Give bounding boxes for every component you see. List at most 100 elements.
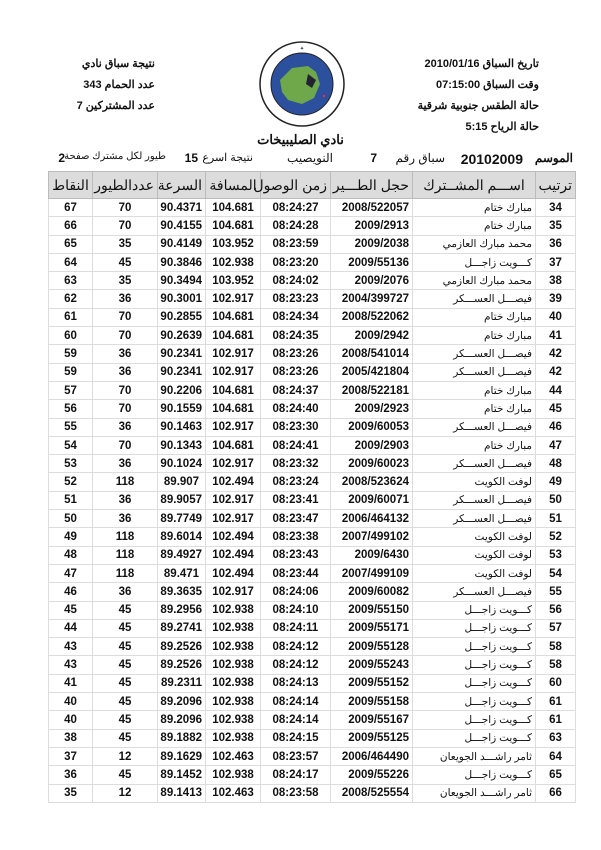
cell-bird-count: 36 [92, 289, 158, 309]
cell-points: 50 [48, 509, 93, 529]
wind: حالة الرياح 5:15 [465, 121, 539, 133]
table-row: 61 كـــويت زاجـــل 2009/55167 08:24:14 102.9… [48, 710, 576, 730]
cell-distance: 103.952 [205, 234, 261, 254]
cell-participant-name: لوفت الكويت [412, 527, 536, 547]
cell-bird-count: 118 [92, 472, 158, 492]
table-row: 47 مبارك ختام 2009/2903 08:24:41 104.681 90.1… [48, 435, 576, 456]
cell-speed: 89.9057 [157, 490, 206, 511]
participant-count: عدد المشتركين 7 [76, 100, 155, 112]
cell-arrival-time: 08:24:37 [260, 380, 331, 401]
cell-arrival-time: 08:24:28 [260, 216, 331, 236]
table-row: 66 ثامر راشـــد الجويعان 2008/525554 08:23:… [48, 783, 576, 803]
cell-participant-name: فيصـــل العســـكر [412, 582, 536, 602]
cell-participant-name: مبارك ختام [412, 435, 536, 456]
cell-arrival-time: 08:24:06 [260, 582, 331, 602]
table-row: 48 فيصـــل العســـكر 2009/60023 08:23:32 102… [48, 454, 576, 474]
cell-rank: 51 [535, 509, 576, 529]
cell-bird-count: 35 [92, 271, 158, 291]
cell-distance: 103.952 [205, 271, 261, 291]
cell-ring-number: 2007/499109 [330, 563, 413, 584]
cell-bird-count: 118 [92, 545, 158, 565]
cell-speed: 90.4371 [157, 197, 206, 218]
race-summary: نتيجة سباق نادي عدد الحمام 343 عدد المشت… [76, 54, 155, 117]
table-row: 49 لوفت الكويت 2008/523624 08:23:24 102.494 8… [48, 472, 576, 492]
cell-bird-count: 70 [92, 216, 158, 236]
table-row: 51 فيصـــل العســـكر 2006/464132 08:23:47 10… [48, 509, 576, 529]
cell-points: 66 [48, 216, 93, 236]
cell-participant-name: فيصـــل العســـكر [412, 454, 536, 474]
cell-bird-count: 70 [92, 380, 158, 401]
cell-speed: 90.3494 [157, 271, 206, 291]
cell-arrival-time: 08:23:26 [260, 362, 331, 382]
cell-rank: 44 [535, 380, 576, 401]
cell-distance: 102.938 [205, 637, 261, 657]
cell-distance: 102.494 [205, 527, 261, 547]
cell-speed: 90.3846 [157, 252, 206, 273]
cell-rank: 56 [535, 600, 576, 620]
cell-ring-number: 2009/55128 [330, 637, 413, 657]
cell-speed: 89.1413 [157, 783, 206, 803]
cell-arrival-time: 08:23:24 [260, 472, 331, 492]
cell-participant-name: كـــويت زاجـــل [412, 728, 536, 748]
cell-participant-name: فيصـــل العســـكر [412, 289, 536, 309]
cell-rank: 36 [535, 234, 576, 254]
cell-arrival-time: 08:24:14 [260, 692, 331, 712]
table-row: 52 لوفت الكويت 2007/499102 08:23:38 102.494 8… [48, 527, 576, 547]
cell-arrival-time: 08:24:27 [260, 197, 331, 218]
header-ring-number: حجل الطـــير [330, 171, 413, 199]
cell-ring-number: 2009/2913 [330, 216, 413, 236]
cell-participant-name: كـــويت زاجـــل [412, 600, 536, 620]
cell-arrival-time: 08:23:30 [260, 417, 331, 437]
location: النويصيب [287, 151, 333, 165]
weather: حالة الطقس جنوبية شرقية [417, 100, 539, 112]
cell-rank: 58 [535, 637, 576, 657]
cell-participant-name: فيصـــل العســـكر [412, 362, 536, 382]
table-row: 53 لوفت الكويت 2009/6430 08:23:43 102.494 89.… [48, 545, 576, 565]
cell-ring-number: 2009/55125 [330, 728, 413, 748]
race-time: وقت السباق 07:15:00 [436, 79, 539, 91]
cell-distance: 102.917 [205, 289, 261, 309]
cell-ring-number: 2008/522062 [330, 307, 413, 328]
cell-rank: 37 [535, 252, 576, 273]
cell-speed: 90.2206 [157, 380, 206, 401]
cell-speed: 89.2096 [157, 692, 206, 712]
cell-arrival-time: 08:23:47 [260, 509, 331, 529]
cell-participant-name: فيصـــل العســـكر [412, 490, 536, 511]
cell-bird-count: 36 [92, 582, 158, 602]
cell-rank: 61 [535, 692, 576, 712]
race-number: 7 [370, 151, 377, 165]
cell-points: 48 [48, 545, 93, 565]
table-row: 40 مبارك ختام 2008/522062 08:24:34 104.681 90… [48, 307, 576, 328]
cell-arrival-time: 08:23:59 [260, 234, 331, 254]
cell-ring-number: 2008/523624 [330, 472, 413, 492]
cell-speed: 90.2639 [157, 326, 206, 346]
per-participant-label: طيور لكل مشترك صفحة [64, 151, 166, 162]
race-number-label: سباق رقم [395, 151, 446, 165]
cell-speed: 89.1629 [157, 746, 206, 767]
cell-distance: 104.681 [205, 399, 261, 419]
cell-speed: 89.2096 [157, 710, 206, 730]
cell-ring-number: 2009/55167 [330, 710, 413, 730]
cell-arrival-time: 08:23:23 [260, 289, 331, 309]
cell-distance: 102.938 [205, 600, 261, 620]
cell-bird-count: 36 [92, 490, 158, 511]
cell-rank: 41 [535, 326, 576, 346]
cell-arrival-time: 08:24:34 [260, 307, 331, 328]
cell-rank: 57 [535, 618, 576, 639]
cell-arrival-time: 08:23:57 [260, 746, 331, 767]
cell-ring-number: 2009/55226 [330, 765, 413, 785]
cell-bird-count: 45 [92, 692, 158, 712]
cell-bird-count: 70 [92, 435, 158, 456]
cell-rank: 45 [535, 399, 576, 419]
cell-distance: 102.917 [205, 509, 261, 529]
cell-speed: 89.6014 [157, 527, 206, 547]
cell-participant-name: كـــويت زاجـــل [412, 637, 536, 657]
cell-ring-number: 2009/60071 [330, 490, 413, 511]
cell-bird-count: 36 [92, 509, 158, 529]
cell-participant-name: كـــويت زاجـــل [412, 765, 536, 785]
table-row: 54 لوفت الكويت 2007/499109 08:23:44 102.494 8… [48, 563, 576, 584]
club-name: نادي الصليبيخات [257, 132, 344, 147]
cell-rank: 47 [535, 435, 576, 456]
race-details: تاريخ السباق 2010/01/16 وقت السباق 07:15… [418, 54, 539, 138]
cell-distance: 102.917 [205, 490, 261, 511]
